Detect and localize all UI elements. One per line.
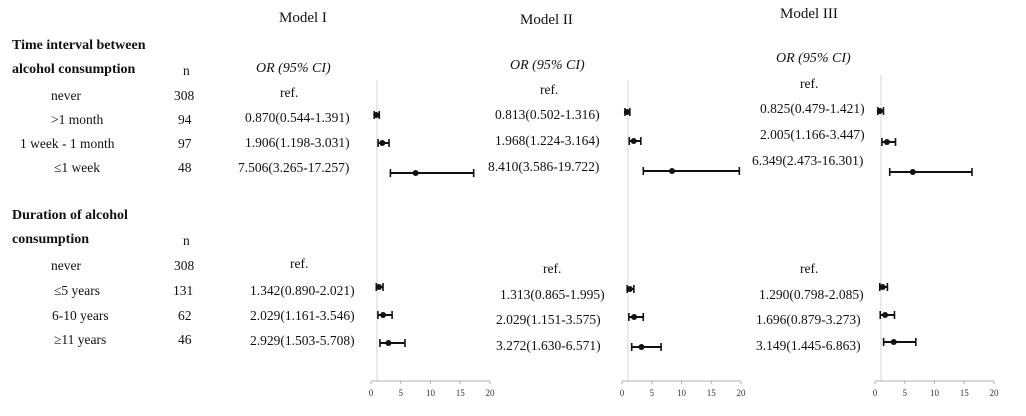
section-1-title-line-2: alcohol consumption — [12, 62, 136, 77]
row-label: 1 week - 1 month — [20, 136, 115, 151]
cell-model-3: ref. — [800, 76, 819, 91]
or-point — [882, 312, 889, 318]
cell-model-2: 8.410(3.586-19.722) — [488, 159, 600, 174]
row-label: 6-10 years — [52, 308, 109, 323]
x-tick-label: 5 — [650, 388, 655, 398]
x-tick-label: 10 — [930, 388, 940, 398]
model-2-ci-header: OR (95% CI) — [510, 58, 585, 73]
x-tick-label: 0 — [873, 388, 878, 398]
or-point — [385, 340, 392, 346]
or-point — [373, 112, 380, 118]
row-label: ≤5 years — [54, 283, 101, 298]
or-point — [879, 284, 886, 290]
row-n: 131 — [173, 283, 194, 298]
model-1-title: Model I — [279, 10, 327, 26]
or-point — [876, 108, 883, 114]
x-tick-label: 10 — [677, 388, 687, 398]
model-3-ci-header: OR (95% CI) — [776, 51, 851, 66]
or-point — [379, 140, 386, 146]
x-tick-label: 0 — [369, 388, 374, 398]
x-tick-label: 15 — [707, 388, 717, 398]
or-point — [909, 169, 916, 175]
model-1-ci-header: OR (95% CI) — [256, 61, 331, 76]
cell-model-3: 3.149(1.445-6.863) — [756, 338, 861, 353]
x-tick-label: 5 — [399, 388, 404, 398]
row-n: 48 — [178, 160, 192, 175]
x-tick-label: 20 — [737, 388, 747, 398]
row-label: never — [51, 258, 81, 273]
row-n: 97 — [178, 136, 192, 151]
x-tick-label: 5 — [903, 388, 908, 398]
or-point — [630, 138, 637, 144]
section-1-title-line-1: Time interval between — [12, 38, 146, 53]
row-label: never — [51, 88, 81, 103]
or-point — [669, 168, 676, 174]
or-point — [412, 170, 419, 176]
x-tick-label: 20 — [486, 388, 496, 398]
cell-model-3: 0.825(0.479-1.421) — [760, 101, 865, 116]
row-label: ≤1 week — [54, 160, 101, 175]
row-n: 46 — [178, 332, 192, 347]
x-tick-label: 0 — [620, 388, 625, 398]
section-2-title-line-2: consumption — [12, 232, 90, 247]
or-point — [623, 109, 630, 115]
x-tick-label: 15 — [960, 388, 970, 398]
section-2-title-line-1: Duration of alcohol — [12, 208, 128, 223]
x-tick-label: 10 — [426, 388, 436, 398]
cell-model-1: 1.342(0.890-2.021) — [250, 283, 355, 298]
cell-model-3: ref. — [800, 261, 819, 276]
or-point — [883, 139, 890, 145]
row-label: >1 month — [51, 112, 104, 127]
cell-model-2: 3.272(1.630-6.571) — [496, 338, 601, 353]
model-3-title: Model III — [780, 6, 838, 22]
cell-model-1: 2.929(1.503-5.708) — [250, 333, 355, 348]
cell-model-2: 2.029(1.151-3.575) — [496, 312, 601, 327]
cell-model-3: 1.696(0.879-3.273) — [756, 312, 861, 327]
cell-model-1: 1.906(1.198-3.031) — [245, 135, 350, 150]
section-2-n-header: n — [183, 233, 190, 248]
or-point — [380, 312, 387, 318]
cell-model-1: ref. — [290, 256, 309, 271]
or-point — [626, 286, 633, 292]
row-label: ≥11 years — [54, 332, 107, 347]
x-tick-label: 20 — [990, 388, 1000, 398]
cell-model-2: 0.813(0.502-1.316) — [495, 107, 600, 122]
section-1-n-header: n — [183, 63, 190, 78]
cell-model-2: ref. — [540, 82, 559, 97]
cell-model-2: 1.313(0.865-1.995) — [500, 287, 605, 302]
cell-model-1: 2.029(1.161-3.546) — [250, 308, 355, 323]
x-tick-label: 15 — [456, 388, 466, 398]
row-n: 94 — [178, 112, 192, 127]
or-point — [638, 344, 645, 350]
cell-model-3: 2.005(1.166-3.447) — [760, 127, 865, 142]
row-n: 62 — [178, 308, 192, 323]
cell-model-2: ref. — [543, 261, 562, 276]
or-point — [375, 284, 382, 290]
cell-model-3: 1.290(0.798-2.085) — [759, 287, 864, 302]
or-point — [631, 314, 638, 320]
cell-model-1: 7.506(3.265-17.257) — [238, 160, 350, 175]
cell-model-1: ref. — [280, 85, 299, 100]
cell-model-2: 1.968(1.224-3.164) — [495, 133, 600, 148]
or-point — [890, 339, 897, 345]
cell-model-1: 0.870(0.544-1.391) — [245, 110, 350, 125]
cell-model-3: 6.349(2.473-16.301) — [752, 153, 864, 168]
model-2-title: Model II — [520, 12, 573, 28]
row-n: 308 — [174, 88, 195, 103]
row-n: 308 — [174, 258, 195, 273]
